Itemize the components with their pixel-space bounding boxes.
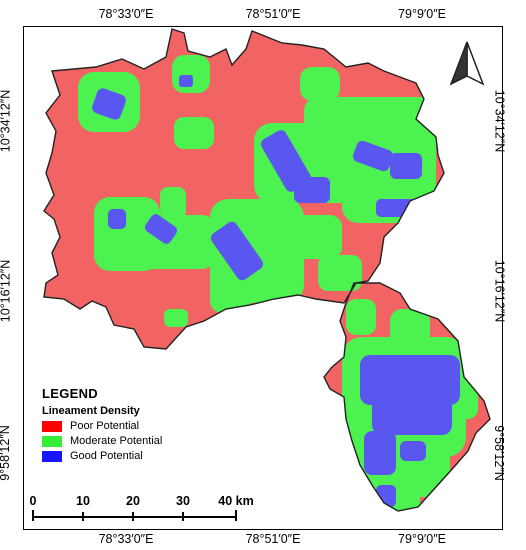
legend-swatch-good <box>42 450 62 462</box>
north-arrow-icon <box>447 40 487 93</box>
map-frame <box>23 26 503 530</box>
legend-title: LEGEND <box>42 386 98 401</box>
scale-label: 20 <box>126 494 140 508</box>
left-latitude-label: 9°58′12″N <box>0 425 12 481</box>
legend-item-good: Good Potential <box>42 450 162 462</box>
right-latitude-label: 10°16′12″N <box>492 259 507 323</box>
bottom-longitude-label: 78°33′0″E <box>98 532 154 546</box>
legend-label: Poor Potential <box>70 420 140 432</box>
scale-label: 0 <box>29 494 37 508</box>
scale-label: 30 <box>176 494 190 508</box>
scale-bar: 0 10 20 30 40 km <box>29 494 254 524</box>
legend-swatch-poor <box>42 420 62 432</box>
region-outline <box>43 28 491 512</box>
bottom-longitude-label: 79°9′0″E <box>398 532 446 546</box>
top-longitude-label: 78°33′0″E <box>98 7 154 21</box>
top-longitude-label: 78°51′0″E <box>245 7 301 21</box>
scale-label: 40 km <box>218 494 254 508</box>
left-latitude-label: 10°34′12″N <box>0 89 13 153</box>
scale-bar-line <box>32 510 237 521</box>
legend: LEGEND Lineament Density Poor Potential … <box>42 386 162 462</box>
good-zones <box>92 75 460 507</box>
legend-subtitle: Lineament Density <box>42 405 140 417</box>
map-canvas <box>43 28 491 512</box>
right-latitude-label: 10°34′12″N <box>492 89 507 153</box>
legend-item-poor: Poor Potential <box>42 420 162 432</box>
scale-label: 10 <box>76 494 90 508</box>
legend-label: Good Potential <box>70 450 143 462</box>
legend-label: Moderate Potential <box>70 435 163 447</box>
legend-item-moderate: Moderate Potential <box>42 435 162 447</box>
top-longitude-label: 79°9′0″E <box>398 7 446 21</box>
legend-swatch-moderate <box>42 435 62 447</box>
right-latitude-label: 9°58′12″N <box>491 425 506 481</box>
bottom-longitude-label: 78°51′0″E <box>245 532 301 546</box>
left-latitude-label: 10°16′12″N <box>0 259 13 323</box>
